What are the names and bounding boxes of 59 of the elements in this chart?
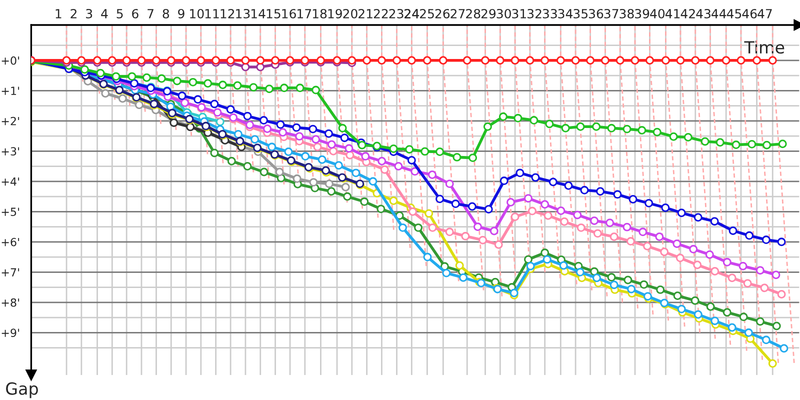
- y-tick-label: +8': [2, 298, 20, 307]
- x-tick-label: 35: [574, 8, 588, 18]
- x-tick-label: 28: [466, 8, 480, 18]
- x-tick-label: 6: [132, 8, 138, 18]
- x-tick-label: 43: [696, 8, 710, 18]
- x-tick-label: 25: [420, 8, 434, 18]
- x-tick-label: 31: [512, 8, 526, 18]
- x-tick-label: 40: [650, 8, 665, 18]
- x-tick-label: 7: [148, 9, 154, 18]
- x-tick-label: 8: [162, 8, 170, 18]
- x-tick-label: 38: [620, 8, 634, 18]
- y-tick-label: +7': [2, 268, 20, 276]
- x-tick-label: 16: [282, 8, 296, 18]
- x-tick-label: 13: [236, 8, 250, 18]
- x-tick-label: 29: [481, 8, 496, 18]
- y-tick-label: +0': [2, 56, 20, 65]
- x-tick-label: 44: [712, 9, 726, 18]
- x-tick-label: 32: [528, 8, 542, 18]
- x-tick-label: 5: [116, 9, 123, 18]
- x-tick-label: 45: [726, 9, 742, 18]
- y-tick-label: +4': [2, 178, 20, 186]
- x-tick-label: 46: [742, 8, 757, 18]
- x-tick-label: 3: [86, 8, 92, 18]
- x-tick-label: 47: [758, 9, 772, 18]
- x-axis-title: Time: [744, 40, 784, 54]
- x-tick-label: 19: [328, 8, 342, 18]
- x-tick-label: 36: [588, 8, 604, 18]
- x-tick-label: 42: [680, 8, 695, 18]
- y-axis-title: Gap: [6, 382, 38, 398]
- y-tick-label: +9': [2, 328, 20, 338]
- x-tick-label: 11: [205, 9, 219, 18]
- y-tick-label: +2': [2, 116, 20, 126]
- x-tick-label: 14: [251, 9, 266, 18]
- x-tick-label: 30: [496, 8, 511, 18]
- y-tick-label: +1': [2, 86, 20, 95]
- x-tick-label: 17: [298, 9, 312, 18]
- x-tick-label: 37: [604, 8, 618, 18]
- x-tick-label: 21: [358, 8, 372, 18]
- x-tick-label: 2: [70, 8, 76, 18]
- x-tick-label: 9: [178, 8, 184, 18]
- y-tick-label: +3': [2, 147, 20, 156]
- x-tick-label: 34: [558, 8, 573, 18]
- x-tick-label: 22: [374, 8, 388, 18]
- x-tick-label: 39: [635, 8, 650, 18]
- x-tick-label: 41: [665, 9, 680, 18]
- x-tick-label: 23: [389, 8, 404, 18]
- x-tick-label: 24: [404, 8, 419, 18]
- x-tick-label: 15: [266, 9, 280, 18]
- x-tick-label: 1: [56, 9, 62, 18]
- x-tick-label: 4: [101, 9, 108, 18]
- y-tick-label: +6': [2, 238, 20, 246]
- x-tick-label: 27: [450, 8, 465, 18]
- x-tick-label: 26: [435, 8, 450, 18]
- x-tick-label: 20: [343, 8, 358, 18]
- x-tick-label: 12: [220, 8, 234, 18]
- y-tick-label: +5': [2, 208, 20, 216]
- x-tick-label: 10: [190, 8, 204, 18]
- x-tick-label: 33: [542, 8, 557, 18]
- x-tick-label: 18: [312, 8, 327, 18]
